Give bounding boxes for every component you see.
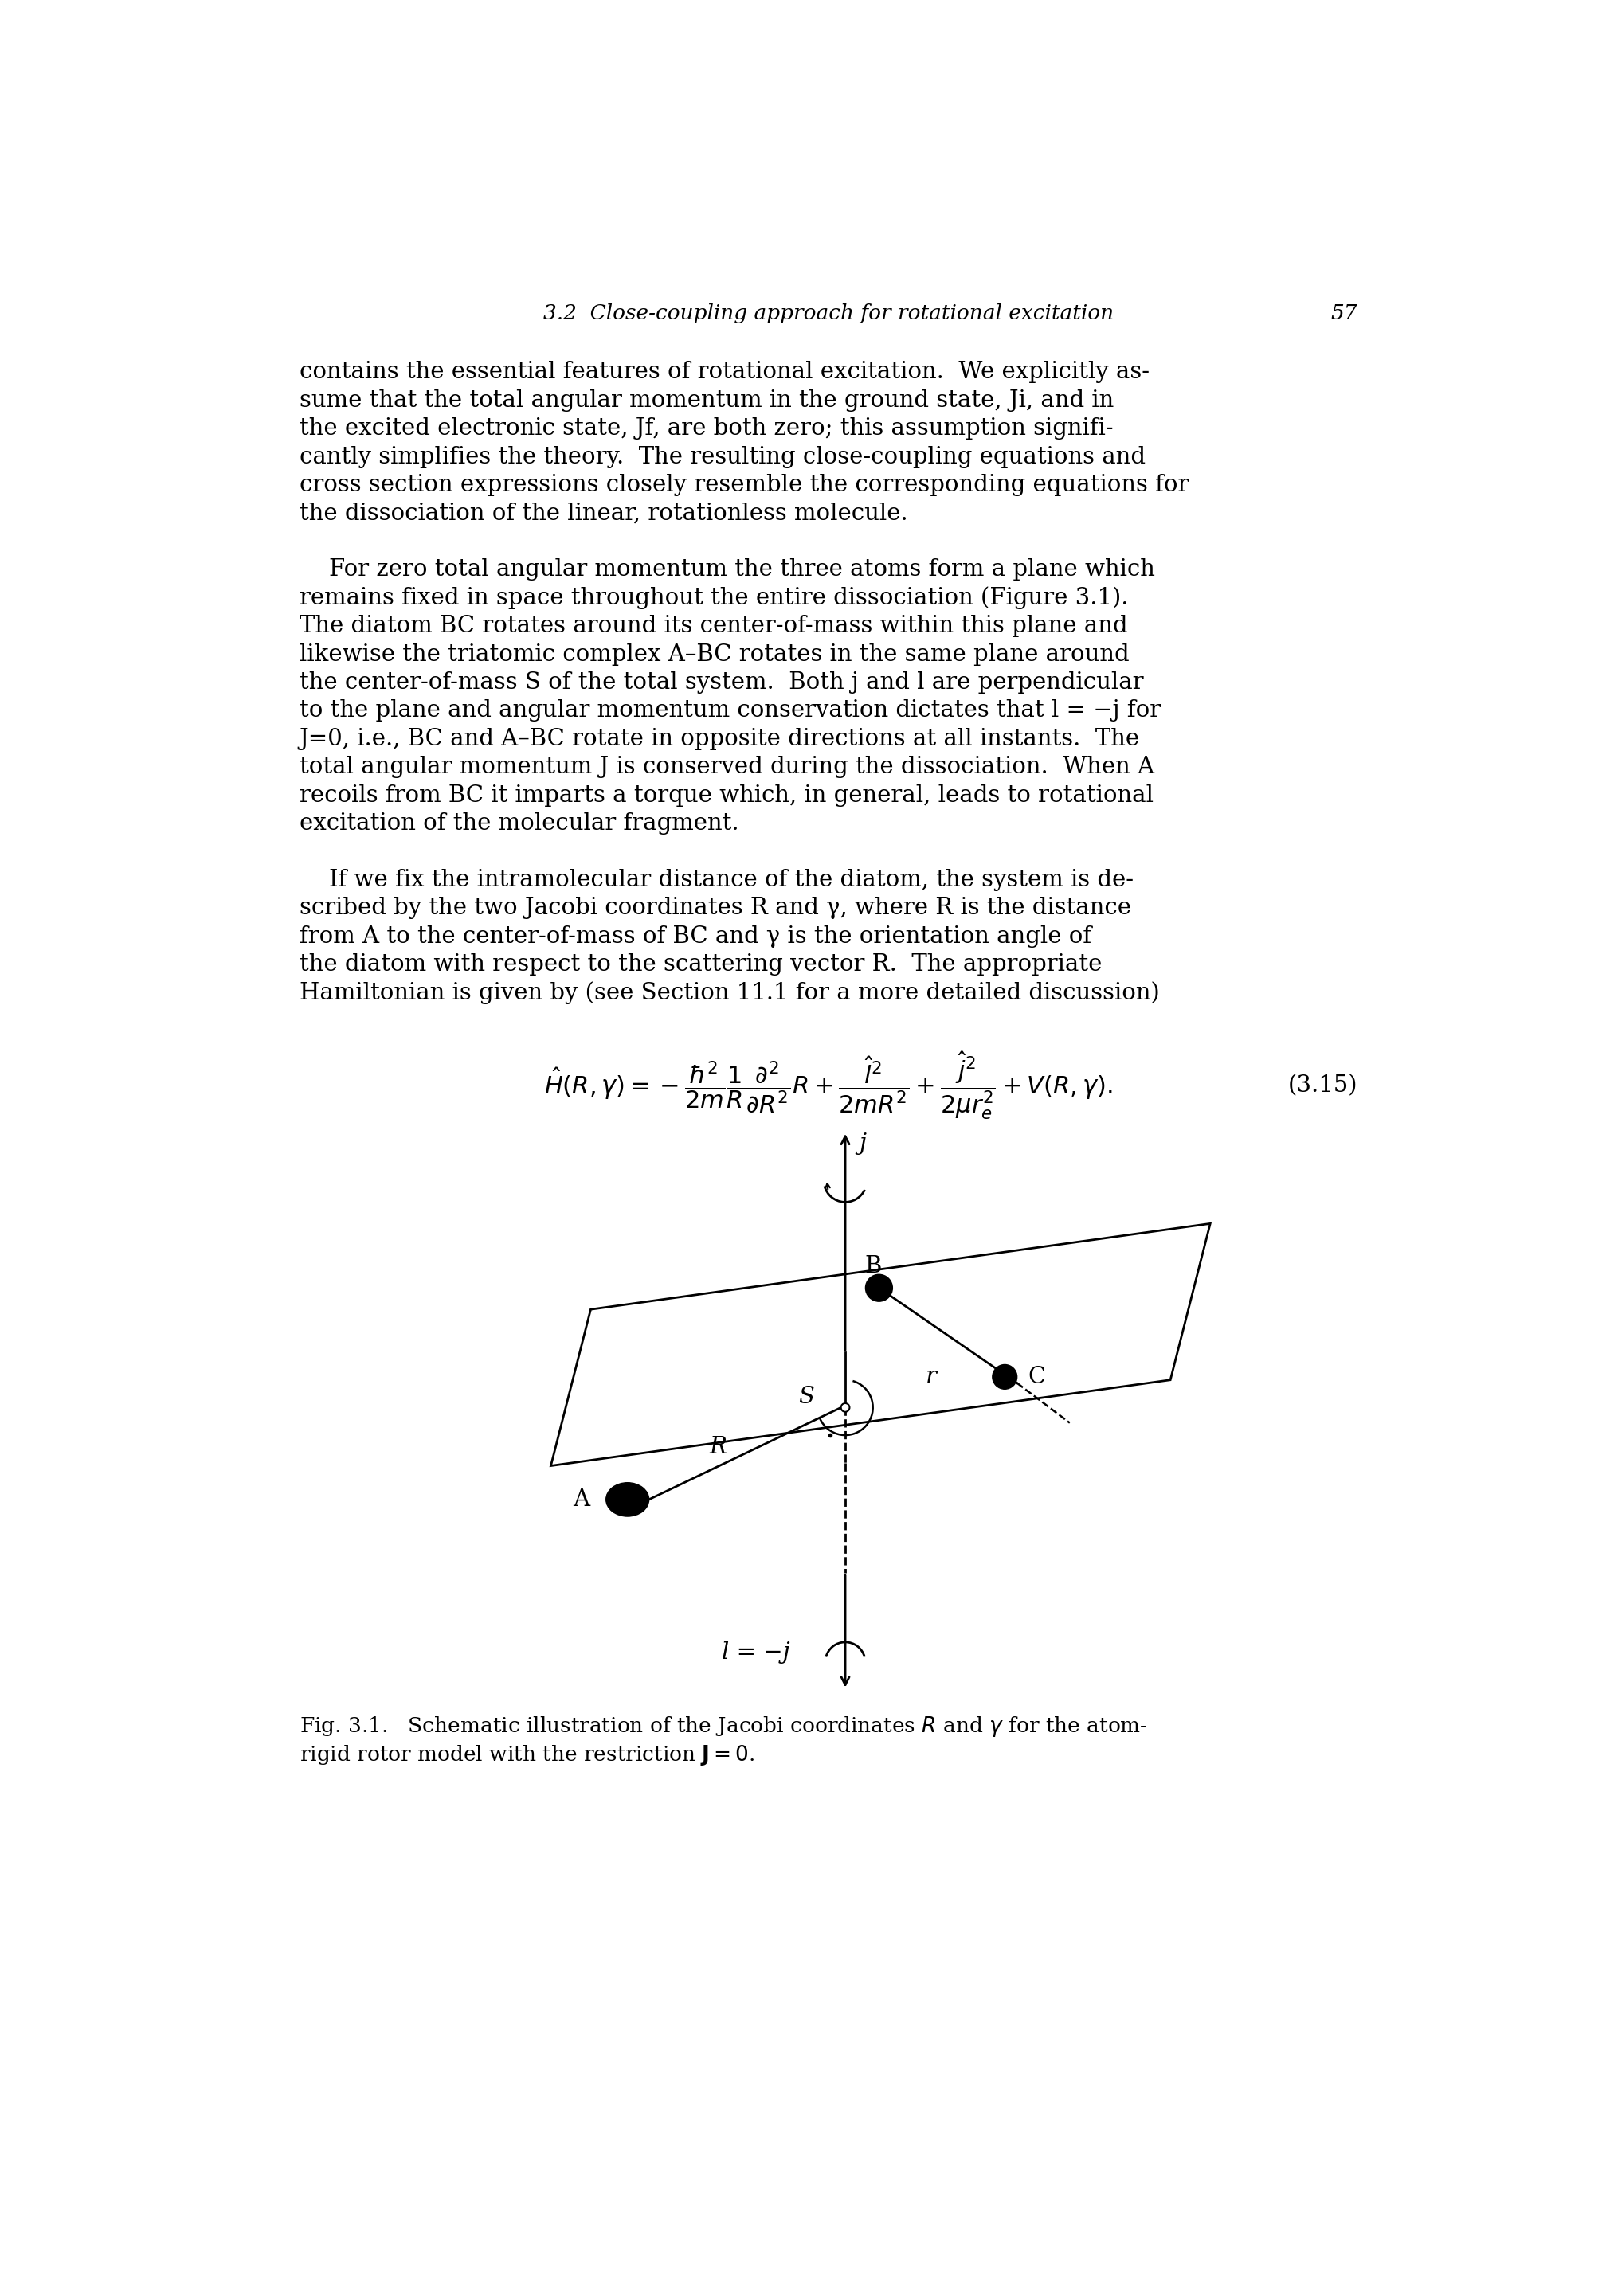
- Text: A: A: [574, 1488, 590, 1511]
- Text: J=0, i.e., BC and A–BC rotate in opposite directions at all instants.  The: J=0, i.e., BC and A–BC rotate in opposit…: [300, 728, 1141, 751]
- Text: scribed by the two Jacobi coordinates R and γ, where R is the distance: scribed by the two Jacobi coordinates R …: [300, 898, 1131, 918]
- Circle shape: [865, 1274, 892, 1302]
- Text: cross section expressions closely resemble the corresponding equations for: cross section expressions closely resemb…: [300, 473, 1189, 496]
- Text: likewise the triatomic complex A–BC rotates in the same plane around: likewise the triatomic complex A–BC rota…: [300, 643, 1129, 666]
- Text: 3.2  Close-coupling approach for rotational excitation: 3.2 Close-coupling approach for rotation…: [543, 303, 1113, 324]
- Text: 57: 57: [1331, 303, 1357, 324]
- Text: sume that the total angular momentum in the ground state, Ji, and in: sume that the total angular momentum in …: [300, 390, 1113, 411]
- Text: the center-of-mass S of the total system.  Both j and l are perpendicular: the center-of-mass S of the total system…: [300, 670, 1144, 693]
- Text: the excited electronic state, Jf, are both zero; this assumption signifi-: the excited electronic state, Jf, are bo…: [300, 418, 1113, 441]
- Text: to the plane and angular momentum conservation dictates that l = −j for: to the plane and angular momentum conser…: [300, 700, 1160, 721]
- Text: j: j: [859, 1132, 867, 1155]
- Text: the dissociation of the linear, rotationless molecule.: the dissociation of the linear, rotation…: [300, 503, 908, 523]
- Text: Hamiltonian is given by (see Section 11.1 for a more detailed discussion): Hamiltonian is given by (see Section 11.…: [300, 980, 1160, 1003]
- Text: C: C: [1028, 1366, 1046, 1389]
- Text: R: R: [710, 1437, 727, 1458]
- Text: r: r: [926, 1366, 937, 1389]
- Text: remains fixed in space throughout the entire dissociation (Figure 3.1).: remains fixed in space throughout the en…: [300, 585, 1128, 608]
- Text: $\hat{H}(R,\gamma) = -\dfrac{\hbar^2}{2m}\dfrac{1}{R}\dfrac{\partial^2}{\partial: $\hat{H}(R,\gamma) = -\dfrac{\hbar^2}{2m…: [545, 1049, 1113, 1120]
- Circle shape: [841, 1403, 849, 1412]
- Text: contains the essential features of rotational excitation.  We explicitly as-: contains the essential features of rotat…: [300, 360, 1149, 383]
- Text: cantly simplifies the theory.  The resulting close-coupling equations and: cantly simplifies the theory. The result…: [300, 445, 1145, 468]
- Text: If we fix the intramolecular distance of the diatom, the system is de-: If we fix the intramolecular distance of…: [300, 868, 1133, 891]
- Text: B: B: [865, 1256, 881, 1277]
- Text: recoils from BC it imparts a torque which, in general, leads to rotational: recoils from BC it imparts a torque whic…: [300, 785, 1153, 806]
- Text: The diatom BC rotates around its center-of-mass within this plane and: The diatom BC rotates around its center-…: [300, 615, 1128, 638]
- Circle shape: [993, 1364, 1017, 1389]
- Text: rigid rotor model with the restriction $\mathbf{J} = 0$.: rigid rotor model with the restriction $…: [300, 1743, 755, 1768]
- Text: (3.15): (3.15): [1288, 1075, 1357, 1097]
- Text: the diatom with respect to the scattering vector R.  The appropriate: the diatom with respect to the scatterin…: [300, 953, 1102, 976]
- Ellipse shape: [606, 1483, 649, 1515]
- Text: l = −j: l = −j: [723, 1642, 790, 1665]
- Text: Fig. 3.1.   Schematic illustration of the Jacobi coordinates $R$ and $\gamma$ fo: Fig. 3.1. Schematic illustration of the …: [300, 1715, 1147, 1738]
- Text: excitation of the molecular fragment.: excitation of the molecular fragment.: [300, 813, 739, 836]
- Text: S: S: [799, 1384, 814, 1407]
- Text: from A to the center-of-mass of BC and γ is the orientation angle of: from A to the center-of-mass of BC and γ…: [300, 925, 1091, 948]
- Text: For zero total angular momentum the three atoms form a plane which: For zero total angular momentum the thre…: [300, 558, 1155, 581]
- Text: total angular momentum J is conserved during the dissociation.  When A: total angular momentum J is conserved du…: [300, 755, 1153, 778]
